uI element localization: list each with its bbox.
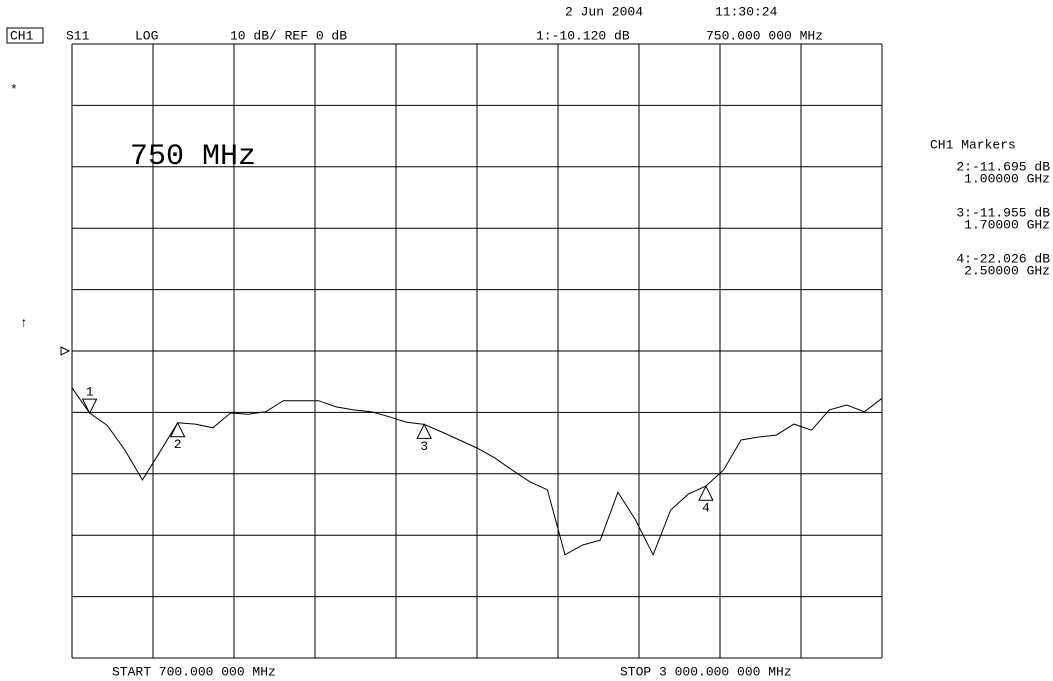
- marker-readout: 4:-22.026 dB: [956, 251, 1050, 266]
- format: LOG: [135, 28, 158, 43]
- marker-label: 3: [420, 439, 428, 454]
- date: 2 Jun 2004: [565, 4, 643, 19]
- marker-freq: 2.50000 GHz: [964, 263, 1050, 278]
- marker-readout: 3:-11.955 dB: [956, 205, 1050, 220]
- marker: [698, 485, 714, 501]
- marker: [81, 398, 98, 415]
- active-freq: 750.000 000 MHz: [706, 28, 823, 43]
- marker-readout: 2:-11.695 dB: [956, 159, 1050, 174]
- start: START 700.000 000 MHz: [112, 664, 276, 679]
- channel-box: [6, 27, 44, 44]
- marker-panel-title: CH1 Markers: [930, 137, 1016, 152]
- marker-label: 2: [174, 437, 182, 452]
- marker-label: 1: [86, 385, 94, 400]
- star: *: [10, 82, 18, 97]
- trace: [71, 387, 883, 557]
- channel: CH1: [10, 28, 34, 43]
- parameter: S11: [66, 28, 90, 43]
- big-label: 750 MHz: [130, 140, 256, 174]
- marker-freq: 1.70000 GHz: [964, 217, 1050, 232]
- stop: STOP 3 000.000 000 MHz: [620, 664, 792, 679]
- scale: 10 dB/ REF 0 dB: [230, 28, 347, 43]
- time: 11:30:24: [715, 4, 778, 19]
- marker-freq: 1.00000 GHz: [964, 171, 1050, 186]
- marker: [169, 421, 186, 438]
- arrow: ↑: [20, 315, 28, 330]
- active-readout: 1:-10.120 dB: [536, 28, 630, 43]
- ref-pointer: [60, 346, 71, 356]
- marker: [416, 423, 432, 439]
- marker-label: 4: [702, 501, 710, 516]
